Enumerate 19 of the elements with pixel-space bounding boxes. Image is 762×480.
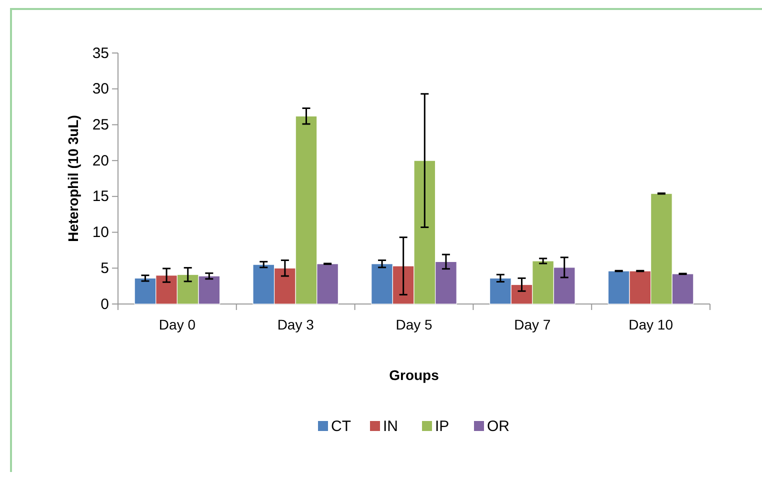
x-axis-title: Groups [389, 367, 440, 383]
x-tick-label: Day 10 [628, 316, 674, 332]
x-tick-label: Day 5 [396, 316, 432, 332]
legend-label: OR [487, 418, 510, 435]
x-tick-label: Day 7 [514, 316, 551, 332]
y-tick-label: 30 [92, 80, 109, 98]
x-tick-label: Day 0 [158, 316, 196, 332]
y-tick-label: 35 [92, 44, 109, 62]
y-axis-title: Heterophil (10 3uL) [65, 115, 81, 242]
legend-label: CT [331, 418, 351, 435]
y-tick-label: 10 [92, 224, 109, 242]
y-tick-label: 25 [92, 116, 109, 134]
y-tick-label: 0 [100, 296, 109, 313]
x-tick-label: Day 3 [277, 316, 314, 332]
legend-label: IP [435, 418, 450, 435]
y-tick-label: 15 [92, 188, 109, 206]
y-tick-label: 5 [100, 260, 109, 277]
y-tick-label: 20 [92, 152, 109, 170]
legend-label: IN [383, 418, 398, 435]
